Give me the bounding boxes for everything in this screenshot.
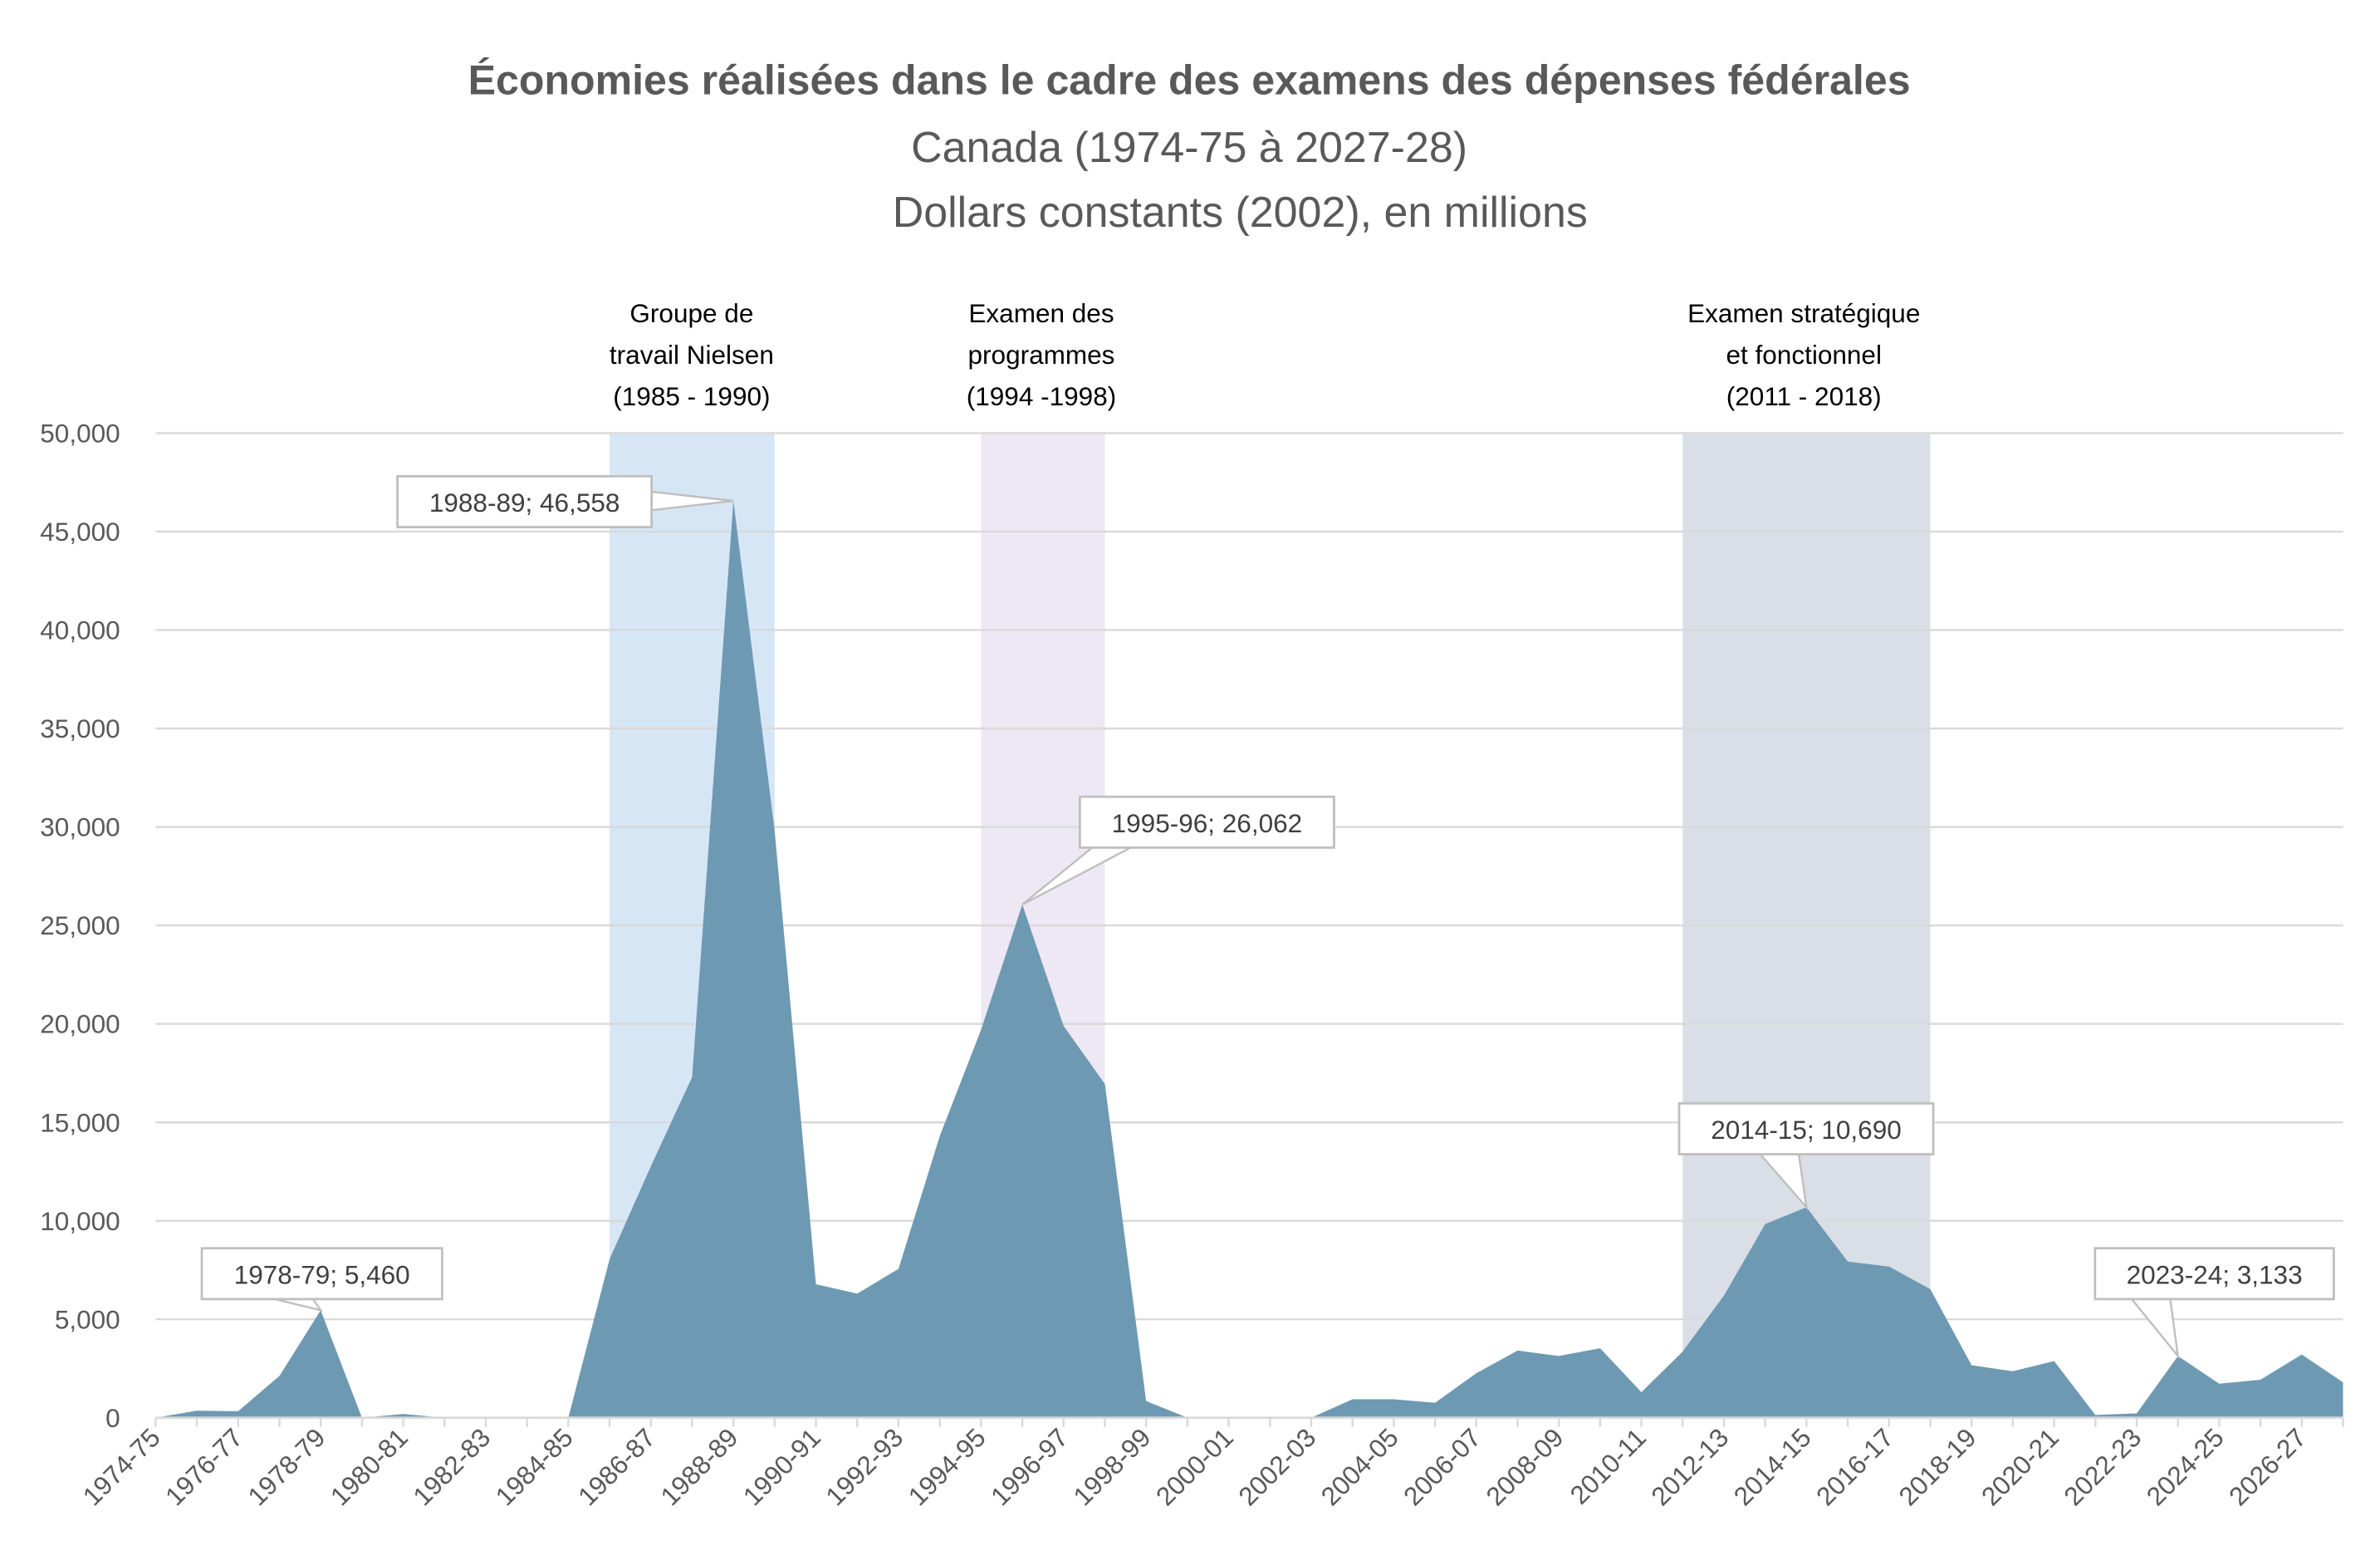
y-tick-label: 40,000 xyxy=(40,616,120,645)
x-tick-label: 2026-27 xyxy=(2223,1422,2312,1511)
callout: 1978-79; 5,460 xyxy=(200,1247,443,1312)
y-tick-label: 0 xyxy=(105,1403,120,1433)
callout-label: 1995-96; 26,062 xyxy=(1112,808,1303,838)
x-tick-label: 1984-85 xyxy=(489,1422,578,1511)
band-label-line: Examen stratégique xyxy=(1687,298,1920,328)
chart-subtitle-line-1: Canada (1974-75 à 2027-28) xyxy=(911,124,1467,172)
area-fill xyxy=(155,501,2343,1418)
y-tick-label: 50,000 xyxy=(40,419,120,449)
y-tick-label: 25,000 xyxy=(40,910,120,940)
x-tick-label: 1992-93 xyxy=(820,1422,908,1511)
x-tick-label: 2012-13 xyxy=(1645,1422,1734,1511)
band-label-line: (2011 - 2018) xyxy=(1726,381,1882,411)
data-callouts: 1978-79; 5,460 1988-89; 46,558 1995-96; 26… xyxy=(200,474,2335,1360)
x-tick-label: 2018-19 xyxy=(1893,1422,1981,1511)
x-tick-label: 2002-03 xyxy=(1232,1422,1321,1511)
x-tick-label: 2024-25 xyxy=(2141,1422,2230,1511)
x-tick-label: 2014-15 xyxy=(1727,1422,1816,1511)
x-tick-label: 2008-09 xyxy=(1480,1422,1569,1511)
callout-label: 1978-79; 5,460 xyxy=(234,1259,410,1289)
band-label-line: et fonctionnel xyxy=(1726,340,1881,370)
gridlines: 0 5,000 10,000 15,000 20,000 25,000 30,000 35,0… xyxy=(40,419,2343,1433)
x-tick-label: 2010-11 xyxy=(1564,1422,1652,1510)
area-series xyxy=(155,500,2343,1418)
y-tick-label: 45,000 xyxy=(40,517,120,547)
x-tick-label: 1996-97 xyxy=(985,1422,1074,1511)
callout-pointer xyxy=(2129,1297,2180,1360)
callout-box xyxy=(2094,1247,2335,1301)
x-tick-label: 1994-95 xyxy=(902,1422,991,1511)
callout-label: 2023-24; 3,133 xyxy=(2127,1259,2303,1289)
x-tick-label: 2000-01 xyxy=(1150,1422,1239,1511)
x-tick-label: 1998-99 xyxy=(1067,1422,1156,1511)
callout-box xyxy=(396,474,654,528)
y-tick-label: 15,000 xyxy=(40,1107,120,1137)
x-tick-label: 1974-75 xyxy=(76,1422,165,1511)
chart-subtitle-line-2: Dollars constants (2002), en millions xyxy=(893,189,1588,237)
band-label-line: Groupe de xyxy=(629,298,753,328)
x-tick-label: 2004-05 xyxy=(1315,1422,1403,1511)
callout: 1988-89; 46,558 xyxy=(396,474,734,528)
band-label-line: travail Nielsen xyxy=(610,340,774,370)
x-tick-label: 2006-07 xyxy=(1398,1422,1486,1511)
y-tick-label: 35,000 xyxy=(40,714,120,743)
band-label-line: Examen des xyxy=(968,298,1114,328)
callout-box xyxy=(1677,1101,1935,1155)
y-tick-label: 30,000 xyxy=(40,812,120,842)
x-tick-label: 1988-89 xyxy=(654,1422,743,1511)
callout-pointer xyxy=(274,1297,323,1312)
callout-box xyxy=(200,1247,443,1301)
x-tick-label: 1978-79 xyxy=(242,1422,331,1511)
callout: 1995-96; 26,062 xyxy=(1021,795,1335,905)
band-label-line: (1994 -1998) xyxy=(967,381,1116,411)
x-tick-label: 1986-87 xyxy=(572,1422,661,1511)
callout-label: 2014-15; 10,690 xyxy=(1711,1115,1902,1145)
y-tick-label: 5,000 xyxy=(55,1304,120,1334)
x-tick-label: 2022-23 xyxy=(2058,1422,2147,1511)
callout-label: 1988-89; 46,558 xyxy=(429,488,620,518)
x-tick-label: 2016-17 xyxy=(1810,1422,1899,1511)
x-tick-label: 2020-21 xyxy=(1976,1422,2064,1511)
chart-title: Économies réalisées dans le cadre des ex… xyxy=(468,56,1911,103)
x-tick-label: 1980-81 xyxy=(325,1422,414,1511)
callout: 2014-15; 10,690 xyxy=(1677,1101,1935,1211)
axes: 1974-751976-771978-791980-811982-831984-… xyxy=(76,1416,2344,1511)
x-tick-label: 1982-83 xyxy=(407,1422,496,1511)
y-tick-label: 10,000 xyxy=(40,1206,120,1236)
callout-box xyxy=(1078,795,1335,849)
x-tick-label: 1990-91 xyxy=(737,1422,826,1511)
y-tick-label: 20,000 xyxy=(40,1009,120,1039)
callout: 2023-24; 3,133 xyxy=(2094,1247,2335,1360)
band-label-line: (1985 - 1990) xyxy=(613,381,770,411)
x-tick-label: 1976-77 xyxy=(159,1422,248,1511)
band-label-line: programmes xyxy=(968,340,1115,370)
